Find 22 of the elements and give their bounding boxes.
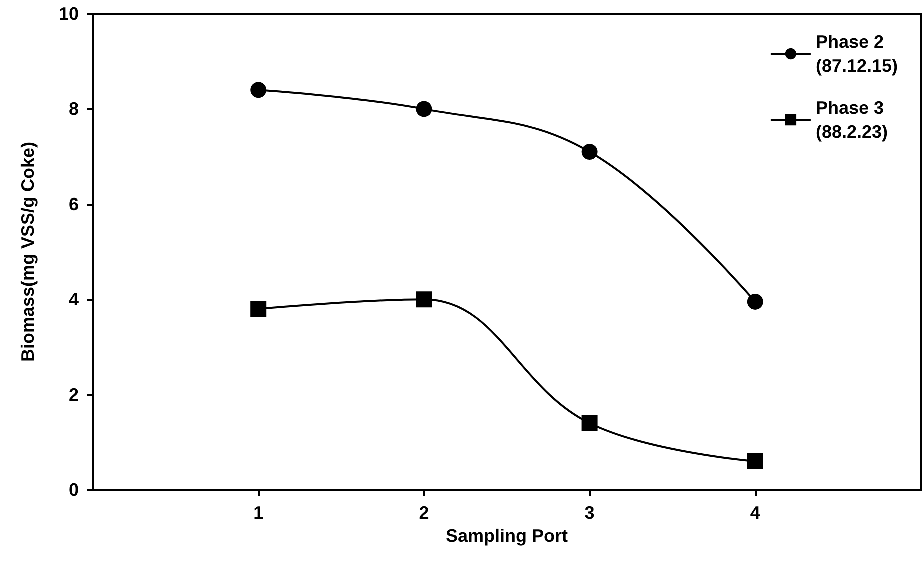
legend-label: Phase 2 (87.12.15) [816, 32, 898, 76]
point [747, 453, 764, 470]
x-tick-label: 1 [254, 503, 264, 523]
x-tick-label: 4 [750, 503, 760, 523]
point [747, 294, 764, 310]
x-tick-label: 3 [584, 503, 595, 523]
point [582, 144, 598, 160]
point [582, 415, 598, 432]
y-tick-label: 8 [68, 99, 79, 120]
y-tick-label: 2 [68, 384, 79, 405]
y-axis-title: Biomass(mg VSS/g Coke) [18, 142, 38, 362]
legend-label: Phase 3 (88.2.23) [816, 98, 888, 142]
x-tick-label: 2 [419, 503, 430, 523]
x-axis-title: Sampling Port [446, 526, 568, 546]
point [416, 292, 432, 308]
y-tick-label: 10 [58, 4, 79, 24]
y-tick-label: 4 [68, 290, 79, 310]
point [250, 301, 267, 318]
y-tick-label: 6 [68, 194, 79, 214]
point [250, 82, 267, 98]
y-tick-label: 0 [68, 480, 79, 500]
point [416, 101, 432, 118]
